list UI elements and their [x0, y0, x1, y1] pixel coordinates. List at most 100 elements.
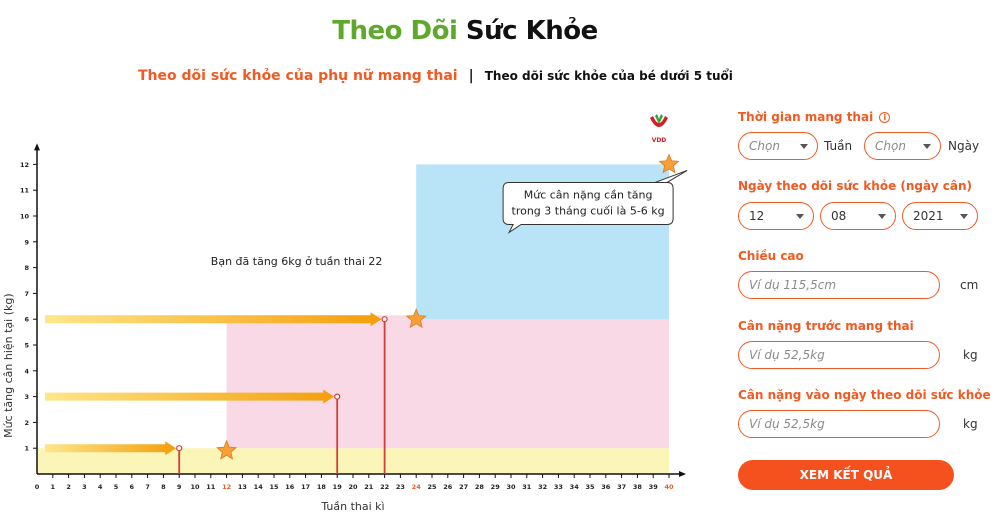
x-tick-label: 38 — [633, 483, 643, 491]
x-tick-label: 29 — [491, 483, 501, 491]
y-tick-label: 2 — [24, 419, 29, 427]
y-tick-label: 10 — [20, 213, 30, 221]
x-axis-label: Tuần thai kì — [320, 500, 384, 513]
y-tick-label: 4 — [24, 367, 29, 375]
x-tick-label: 7 — [145, 483, 150, 491]
chart-marks — [45, 114, 688, 474]
logo-leaf — [655, 114, 663, 124]
height-label: Chiều cao — [738, 249, 804, 263]
x-tick-label: 20 — [348, 483, 358, 491]
callout-line: trong 3 tháng cuối là 5-6 kg — [512, 204, 665, 217]
star-marker — [216, 439, 238, 460]
x-tick-label: 13 — [238, 483, 247, 491]
day-unit: Ngày — [948, 139, 980, 153]
x-tick-label: 24 — [412, 483, 422, 491]
x-tick-label: 16 — [285, 483, 295, 491]
logo-icon — [650, 116, 668, 127]
x-tick-label: 25 — [427, 483, 437, 491]
x-tick-label: 28 — [475, 483, 485, 491]
y-tick-label: 12 — [20, 161, 29, 169]
y-tick-label: 1 — [24, 445, 29, 453]
info-icon[interactable]: i — [879, 112, 891, 123]
y-tick-label: 3 — [24, 393, 29, 401]
weight-arrow — [45, 312, 382, 327]
chart-axes — [33, 143, 686, 478]
x-tick-label: 15 — [269, 483, 279, 491]
y-tick-label: 7 — [24, 290, 29, 298]
y-tick-label: 8 — [24, 264, 29, 272]
weight-annotation: Bạn đã tăng 6kg ở tuần thai 22 — [211, 255, 383, 268]
x-tick-label: 26 — [443, 483, 453, 491]
x-tick-label: 1 — [51, 483, 56, 491]
x-tick-label: 22 — [380, 483, 389, 491]
height-unit: cm — [960, 278, 979, 292]
star-marker — [658, 153, 680, 174]
track-month-select[interactable]: 08 — [820, 202, 896, 230]
chevron-down-icon — [878, 214, 886, 219]
tab-separator: | — [468, 68, 474, 84]
x-tick-label: 39 — [649, 483, 659, 491]
zone-pink-early — [226, 319, 669, 324]
x-tick-label: 33 — [554, 483, 563, 491]
star-marker — [405, 308, 427, 329]
height-input[interactable]: Ví dụ 115,5cm — [738, 271, 940, 299]
x-tick-label: 23 — [396, 483, 405, 491]
x-tick-label: 17 — [301, 483, 310, 491]
x-tick-label: 5 — [114, 483, 119, 491]
y-axis-label: Mức tăng cân hiện tại (kg) — [2, 293, 15, 438]
week-select-value: Chọn — [749, 139, 780, 153]
chevron-down-icon — [923, 144, 931, 149]
track-year-select[interactable]: 2021 — [902, 202, 978, 230]
logo-text: VDD — [652, 137, 667, 144]
chart-svg: 0 1 2 3 4 5 6 7 8 9 10 11 12 13 14 15 16 17 18 19 20 21 22 23 24… — [2, 114, 688, 513]
x-tick-label: 3 — [82, 483, 87, 491]
y-tick-label: 5 — [24, 342, 29, 350]
x-tick-label: 27 — [459, 483, 468, 491]
weight-point — [381, 316, 388, 323]
weight-point — [334, 393, 341, 400]
x-tick-label: 14 — [254, 483, 264, 491]
x-tick-label: 34 — [570, 483, 580, 491]
pregnancy-time-label-text: Thời gian mang thai — [738, 110, 874, 124]
day-select-value: Chọn — [875, 139, 906, 153]
weight-today-unit: kg — [963, 417, 978, 431]
x-tick-label: 30 — [506, 483, 516, 491]
x-tick-label: 10 — [190, 483, 200, 491]
x-tick-label: 4 — [98, 483, 103, 491]
pregnancy-time-label: Thời gian mang thai i — [738, 110, 891, 124]
track-day-value: 12 — [749, 209, 765, 223]
weight-before-input[interactable]: Ví dụ 52,5kg — [738, 341, 940, 369]
x-tick-label: 19 — [333, 483, 343, 491]
page-title: Theo Dõi Sức Khỏe — [0, 16, 930, 46]
x-tick-label: 12 — [222, 483, 231, 491]
track-year-value: 2021 — [913, 209, 944, 223]
track-day-select[interactable]: 12 — [738, 202, 814, 230]
callout-line: Mức cân nặng cần tăng — [524, 188, 653, 201]
x-axis-arrow — [679, 471, 686, 477]
weight-arrow — [45, 389, 335, 404]
x-tick-label: 9 — [177, 483, 182, 491]
day-select[interactable]: Chọn — [864, 132, 941, 160]
x-tick-label: 31 — [522, 483, 532, 491]
y-tick-label: 11 — [20, 187, 30, 195]
week-unit: Tuần — [824, 139, 853, 153]
weight-arrow — [45, 441, 177, 456]
chevron-down-icon — [800, 144, 808, 149]
tab-bar: Theo dõi sức khỏe của phụ nữ mang thai |… — [138, 68, 733, 84]
tab-pregnant-women[interactable]: Theo dõi sức khỏe của phụ nữ mang thai — [138, 68, 458, 84]
weight-before-unit: kg — [963, 348, 978, 362]
x-tick-label: 8 — [161, 483, 166, 491]
x-tick-label: 37 — [617, 483, 626, 491]
week-select[interactable]: Chọn — [738, 132, 818, 160]
callout-bubble — [502, 169, 688, 234]
x-tick-label: 40 — [664, 483, 674, 491]
submit-button[interactable]: XEM KẾT QUẢ — [738, 460, 954, 490]
tab-children-under-5[interactable]: Theo dõi sức khỏe của bé dưới 5 tuổi — [484, 69, 733, 83]
weight-before-label: Cân nặng trước mang thai — [738, 319, 914, 333]
zone-yellow — [37, 448, 669, 474]
x-tick-label: 18 — [317, 483, 327, 491]
weight-today-input[interactable]: Ví dụ 52,5kg — [738, 410, 940, 438]
x-tick-label: 0 — [35, 483, 40, 491]
x-tick-label: 11 — [206, 483, 216, 491]
